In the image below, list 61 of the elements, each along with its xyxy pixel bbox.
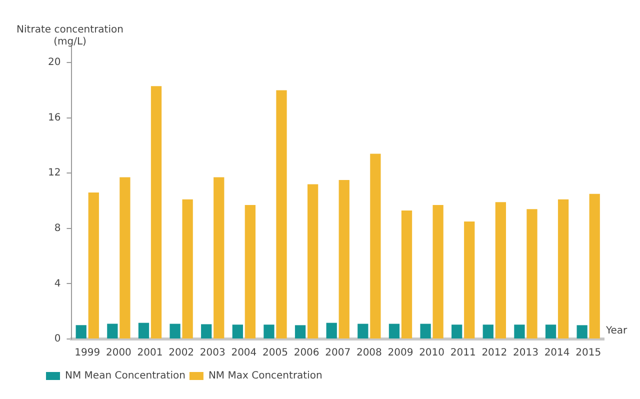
bar [214,177,224,338]
bar [276,90,287,338]
bar [420,324,431,338]
x-tick-label: 2014 [544,348,570,359]
bar [138,322,150,338]
x-tick-label: 2005 [262,348,288,359]
x-tick-label: 2007 [325,348,351,359]
y-axis-title: Nitrate concentration (mg/L) [16,24,124,48]
x-tick-label: 2015 [576,348,602,359]
x-tick-label: 2006 [294,348,320,359]
bar [589,194,600,338]
legend-label: NM Max Concentration [208,370,322,382]
x-tick-label: 2004 [231,348,257,359]
x-tick-label: 2008 [356,348,382,359]
bar [307,184,318,338]
bar [120,177,130,338]
bar [264,324,274,338]
y-tick-label: 4 [54,278,61,290]
bar [182,199,193,338]
y-tick-label: 0 [54,334,61,345]
bar [107,324,118,338]
bar [244,204,256,338]
bar [326,322,337,338]
bar [545,324,556,338]
x-tick-label: 2011 [450,348,476,359]
bar [370,154,381,338]
x-axis-title: Year [605,326,628,337]
x-tick-label: 2003 [200,348,226,359]
x-tick-label: 2009 [388,348,414,359]
bar [88,192,99,338]
bar [388,324,400,338]
x-tick-label: 1999 [74,348,100,359]
x-tick-label: 2010 [419,348,445,359]
x-tick-label: 2000 [106,348,132,359]
bar [464,222,475,338]
y-tick-label: 12 [48,168,61,179]
legend-label: NM Mean Concentration [65,370,186,382]
bar [232,324,243,338]
bar [432,204,444,338]
bar [514,324,525,338]
bar [452,324,462,338]
bar [150,86,162,338]
bar [526,209,538,338]
bar [294,325,306,338]
x-tick-label: 2002 [168,348,194,359]
bar [358,324,368,338]
bar [170,324,180,338]
y-tick-label: 8 [54,223,61,234]
x-tick-label: 2012 [482,348,508,359]
bar [482,324,494,338]
bar [201,324,212,338]
bar [495,202,506,338]
bar [338,180,350,338]
bar [76,325,86,338]
bar [558,199,569,338]
x-tick-label: 2013 [513,348,538,359]
y-tick-label: 20 [48,57,61,68]
bar [576,325,588,338]
x-tick-label: 2001 [137,348,163,359]
bar [401,210,412,338]
y-tick-label: 16 [48,112,61,124]
